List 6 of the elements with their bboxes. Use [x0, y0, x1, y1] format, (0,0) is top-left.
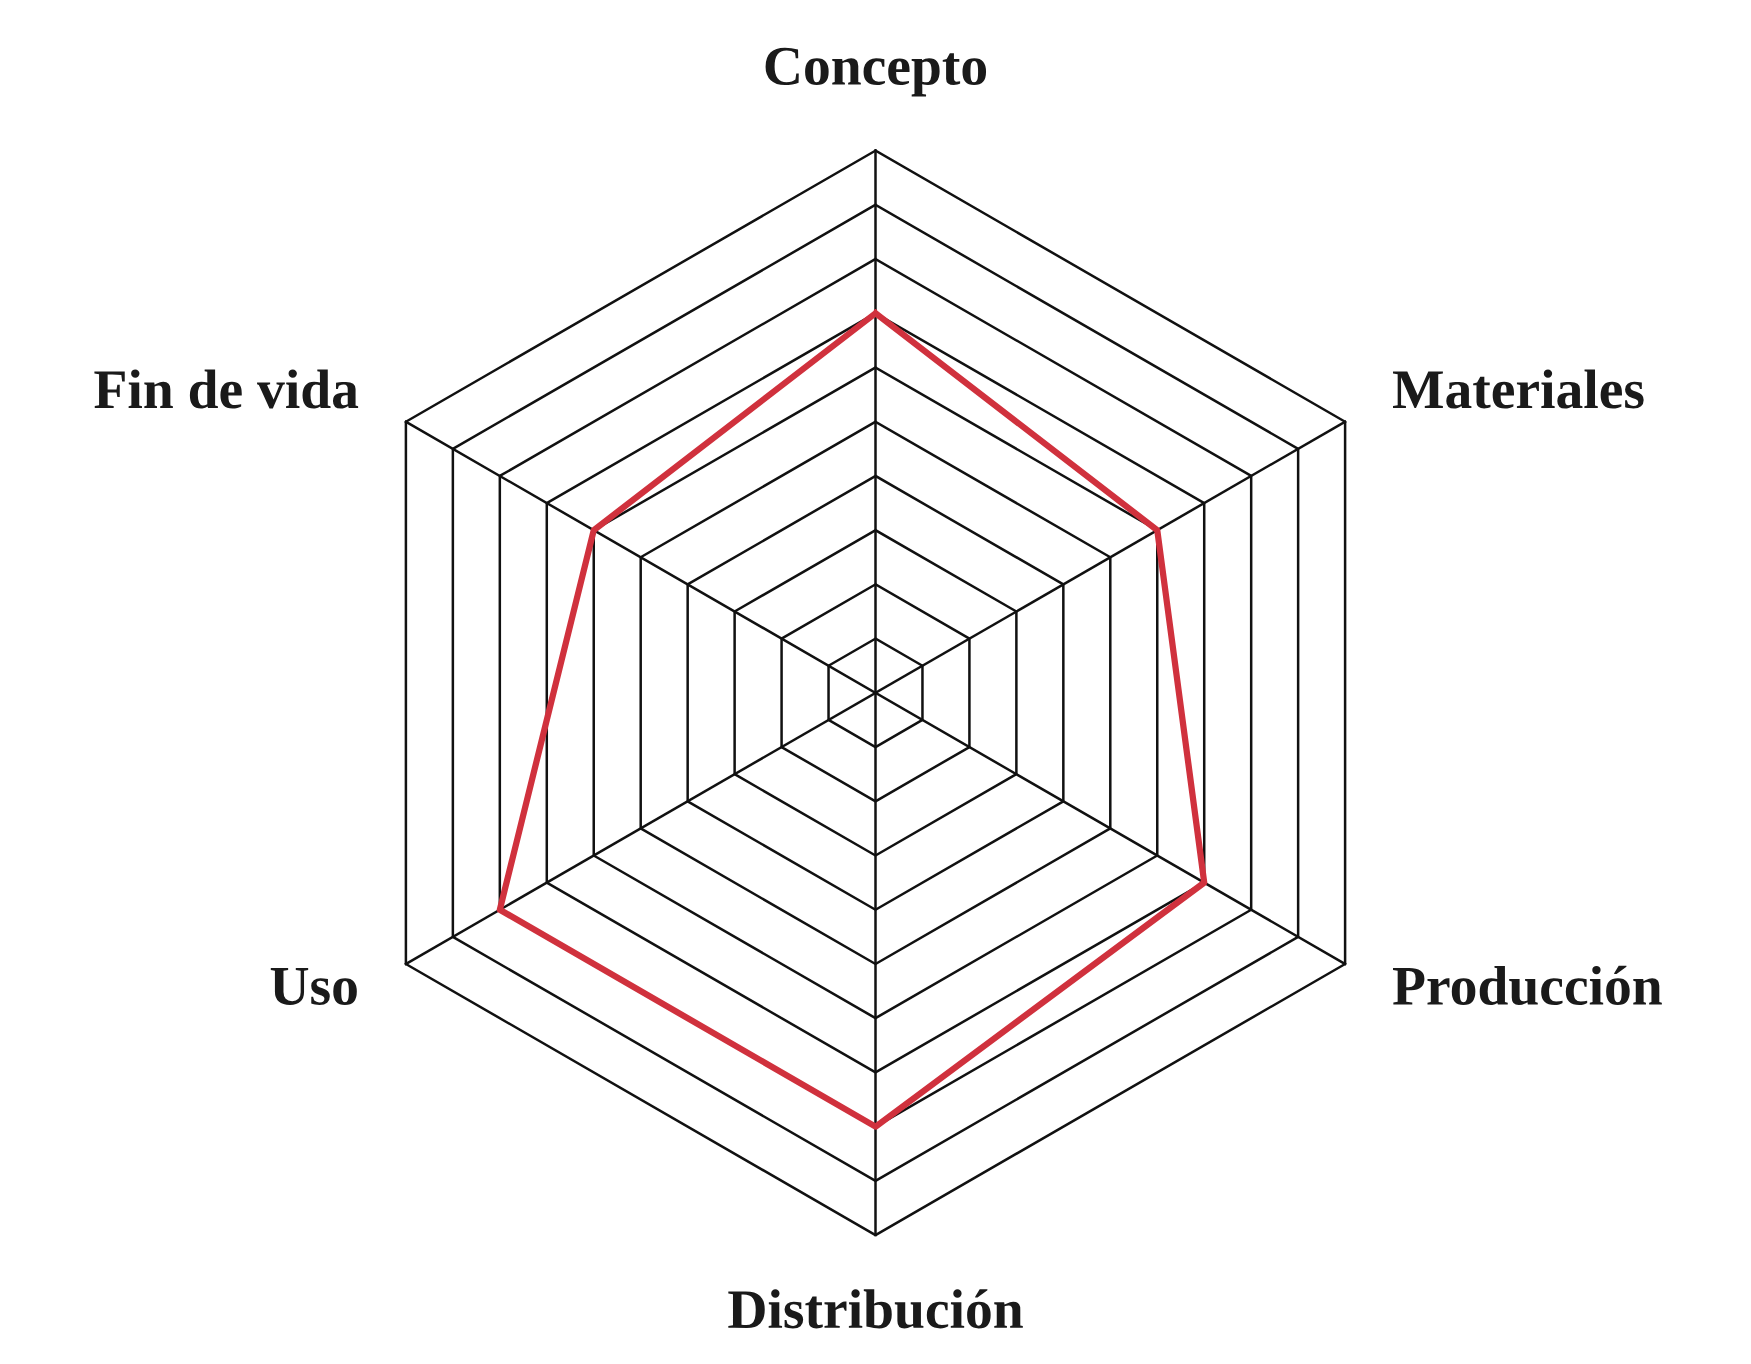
- spoke-label: Materiales: [1393, 369, 1644, 409]
- spoke-label: Concepto: [765, 47, 987, 97]
- spoke-label: Distribución: [728, 1289, 1023, 1329]
- spoke-label: Uso: [270, 968, 357, 1005]
- spoke-label: Fin de vida: [94, 369, 359, 409]
- spoke-label: Producción: [1393, 965, 1662, 1006]
